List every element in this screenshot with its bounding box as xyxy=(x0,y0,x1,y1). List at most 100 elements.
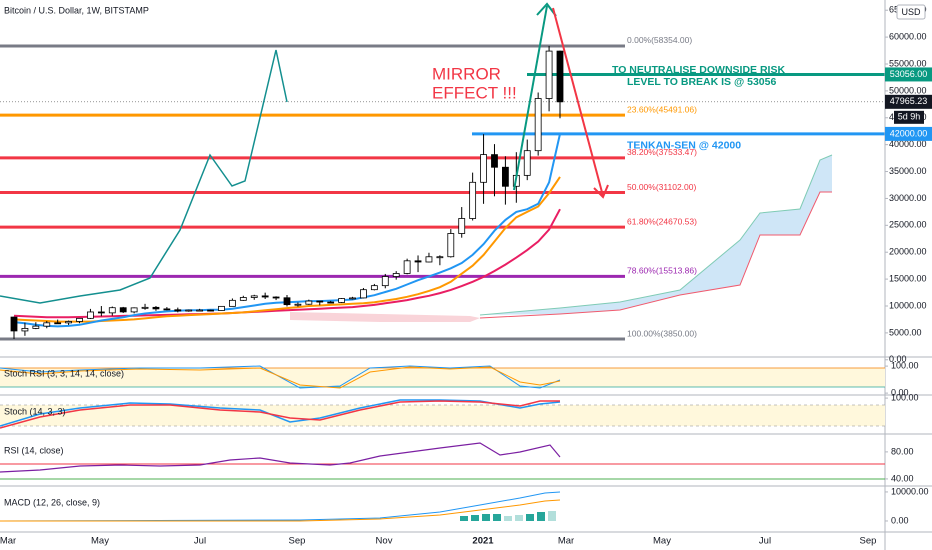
candle-body xyxy=(327,301,335,304)
y-tick-label: 25000.00 xyxy=(889,220,927,230)
candle-body xyxy=(436,256,444,259)
candle-body xyxy=(21,328,29,332)
macd-histogram xyxy=(460,511,556,521)
up-trend-line xyxy=(513,5,548,191)
fib-label: 0.00%(58354.00) xyxy=(627,35,692,45)
y-tick-label: 20000.00 xyxy=(889,247,927,257)
candle-body xyxy=(480,154,487,183)
countdown: 5d 9h xyxy=(898,112,921,122)
candle-body xyxy=(392,273,400,277)
down-arrow-head xyxy=(593,184,609,199)
level-tag-bg xyxy=(885,67,932,82)
macd-bar xyxy=(482,514,490,521)
candle-body xyxy=(10,316,18,332)
x-tick-label: Jul xyxy=(194,536,206,547)
candle-body xyxy=(523,150,531,176)
up-arrow-head xyxy=(536,2,557,17)
candle-body xyxy=(32,325,40,329)
candle-body xyxy=(141,306,149,309)
pane-tick-label: 0.00 xyxy=(891,515,909,525)
macd-bar xyxy=(504,516,512,521)
levels xyxy=(0,44,885,341)
fib-label: 50.00%(31102.00) xyxy=(627,182,696,192)
candle-body xyxy=(414,260,422,263)
macd-bar xyxy=(460,516,468,521)
candle-body xyxy=(370,285,378,291)
candle-body xyxy=(76,317,83,322)
macd-bar xyxy=(526,514,534,521)
y-tick-label: 40000.00 xyxy=(889,139,927,149)
candle-body xyxy=(458,218,466,234)
y-tick-label: 60000.00 xyxy=(889,31,927,41)
pane-title: RSI (14, close) xyxy=(4,445,64,455)
stoch-rsi-k xyxy=(0,365,561,389)
candle-body xyxy=(501,166,509,187)
macd-bar xyxy=(537,512,545,521)
rsi-line xyxy=(0,442,561,473)
candle-body xyxy=(119,307,127,313)
stoch-rsi-d xyxy=(0,366,561,389)
down-arrow xyxy=(552,7,604,197)
candle-body xyxy=(130,307,138,313)
pane-title: Stoch (14, 3, 3) xyxy=(4,406,66,416)
fib-label: 61.80%(24670.53) xyxy=(627,216,697,226)
x-tick-label: 2021 xyxy=(472,536,494,547)
indicator-line xyxy=(13,208,561,319)
candle-body xyxy=(381,276,389,287)
candle-body xyxy=(447,233,455,258)
candle-body xyxy=(174,309,182,312)
stoch-rsi-band xyxy=(0,368,885,387)
candle-body xyxy=(316,300,324,303)
candle-body xyxy=(305,300,313,305)
candle-body xyxy=(261,295,269,298)
y-tick-label: 30000.00 xyxy=(889,193,927,203)
x-tick-label: Jul xyxy=(759,536,771,547)
candle-body xyxy=(403,260,411,274)
y-tick-label: 35000.00 xyxy=(889,166,927,176)
candle-body xyxy=(272,296,280,299)
fib-label: 38.20%(37533.47) xyxy=(627,147,697,157)
x-tick-label: Mar xyxy=(558,536,574,547)
x-tick-label: Sep xyxy=(289,536,306,547)
level-note: TENKAN-SEN @ 42000 xyxy=(627,140,741,152)
pane-tick-label: 10000.00 xyxy=(891,486,929,496)
cloud-line-b xyxy=(479,191,832,319)
x-tick-label: May xyxy=(91,536,109,547)
level-tag: 42000.00 xyxy=(890,128,928,138)
mirror-line xyxy=(0,49,288,304)
pane-title: Stoch RSI (3, 3, 14, 14, close) xyxy=(4,368,124,378)
candle-body xyxy=(239,297,247,301)
macd-signal xyxy=(0,499,561,522)
pane-tick-label: 0.00 xyxy=(891,387,909,397)
candle-body xyxy=(250,295,258,298)
y-tick-label: 0.00 xyxy=(889,354,907,364)
last-price-tag: 47965.23 xyxy=(890,96,928,106)
candle-body xyxy=(218,305,225,311)
macd-bar xyxy=(471,515,479,521)
pane-title: MACD (12, 26, close, 9) xyxy=(4,497,100,507)
candle-body xyxy=(163,308,171,311)
candle-body xyxy=(65,321,72,324)
stoch-band xyxy=(0,405,885,426)
countdown-bg xyxy=(894,110,924,124)
candle-body xyxy=(534,98,542,152)
level-tag: 53056.00 xyxy=(890,69,928,79)
annotation: MIRROR xyxy=(432,64,501,83)
candle-body xyxy=(338,298,346,303)
y-tick-label: 50000.00 xyxy=(889,85,927,95)
labels: 0.00%(58354.00) 23.60%(45491.06) 38.20%(37… xyxy=(432,35,785,338)
currency[interactable]: USD xyxy=(901,7,921,17)
currency-box[interactable] xyxy=(896,4,926,20)
x-tick-label: May xyxy=(653,536,671,547)
candle-body xyxy=(43,322,51,327)
candle-body xyxy=(207,309,214,312)
candle-body xyxy=(545,50,553,99)
chart-title: Bitcoin / U.S. Dollar, 1W, BITSTAMP xyxy=(4,5,149,15)
x-tick-label: Sep xyxy=(860,536,877,547)
macd-bar xyxy=(493,514,501,521)
x-tick-label: Nov xyxy=(376,536,393,547)
x-tick-label: Mar xyxy=(0,536,16,547)
candle-body xyxy=(228,299,236,307)
candle-body xyxy=(97,311,105,314)
